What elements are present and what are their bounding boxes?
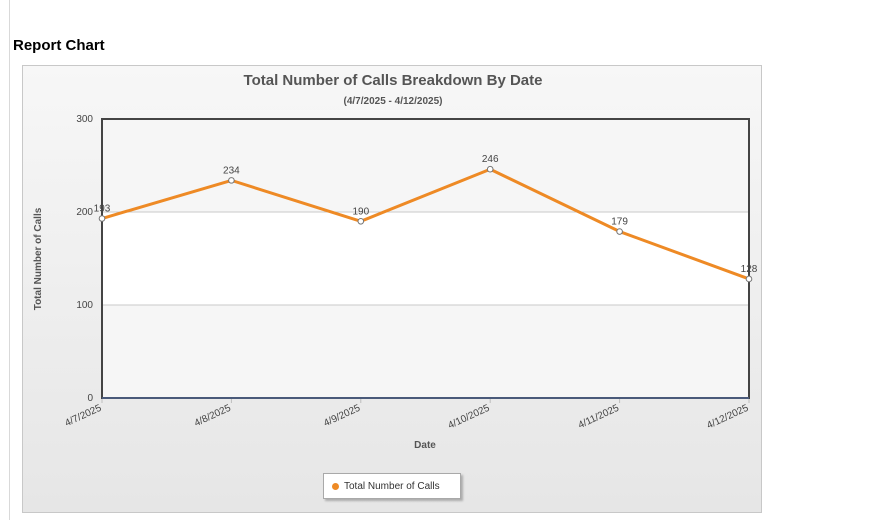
- x-tick-label: 4/11/2025: [577, 403, 622, 432]
- y-tick-label: 200: [76, 207, 93, 218]
- x-tick-label: 4/12/2025: [705, 403, 750, 432]
- data-point: [357, 218, 365, 225]
- x-tick-label: 4/10/2025: [446, 403, 491, 432]
- x-tick-label: 4/9/2025: [322, 403, 362, 430]
- data-point: [745, 275, 753, 283]
- left-border-rule: [9, 0, 10, 520]
- line-chart: Total Number of Calls Breakdown By Date …: [33, 72, 758, 451]
- data-point: [228, 177, 235, 184]
- data-point: [616, 228, 623, 235]
- data-point: [486, 165, 494, 173]
- plot-band: [102, 212, 749, 305]
- x-tick-label: 4/8/2025: [193, 403, 233, 430]
- y-tick-label: 0: [87, 393, 93, 404]
- legend-item-label: Total Number of Calls: [344, 480, 440, 492]
- data-label: 234: [223, 165, 240, 176]
- series-line: [101, 167, 750, 281]
- data-label: 128: [741, 264, 758, 275]
- plot-band: [102, 305, 749, 398]
- data-point: [98, 215, 106, 222]
- chart-legend[interactable]: Total Number of Calls: [323, 473, 461, 499]
- x-tick-label: 4/7/2025: [63, 403, 103, 430]
- x-axis-label: Date: [414, 440, 436, 451]
- y-tick-label: 100: [76, 300, 93, 311]
- data-label: 193: [94, 204, 111, 215]
- plot-band: [102, 119, 749, 212]
- chart-subtitle: (4/7/2025 - 4/12/2025): [344, 96, 443, 107]
- chart-title: Total Number of Calls Breakdown By Date: [244, 72, 543, 89]
- data-label: 190: [352, 206, 369, 217]
- y-tick-label: 300: [76, 114, 93, 125]
- data-label: 246: [482, 154, 499, 165]
- chart-panel: Total Number of Calls Breakdown By Date …: [22, 65, 762, 513]
- plot-area: 0 100 200 300 4/7/2025 4/8/2025 4/9/2025 4/10/2…: [63, 114, 757, 432]
- section-title: Report Chart: [13, 37, 105, 54]
- data-label: 179: [611, 217, 628, 228]
- y-axis-label: Total Number of Calls: [33, 207, 44, 310]
- legend-marker-icon: [332, 482, 339, 490]
